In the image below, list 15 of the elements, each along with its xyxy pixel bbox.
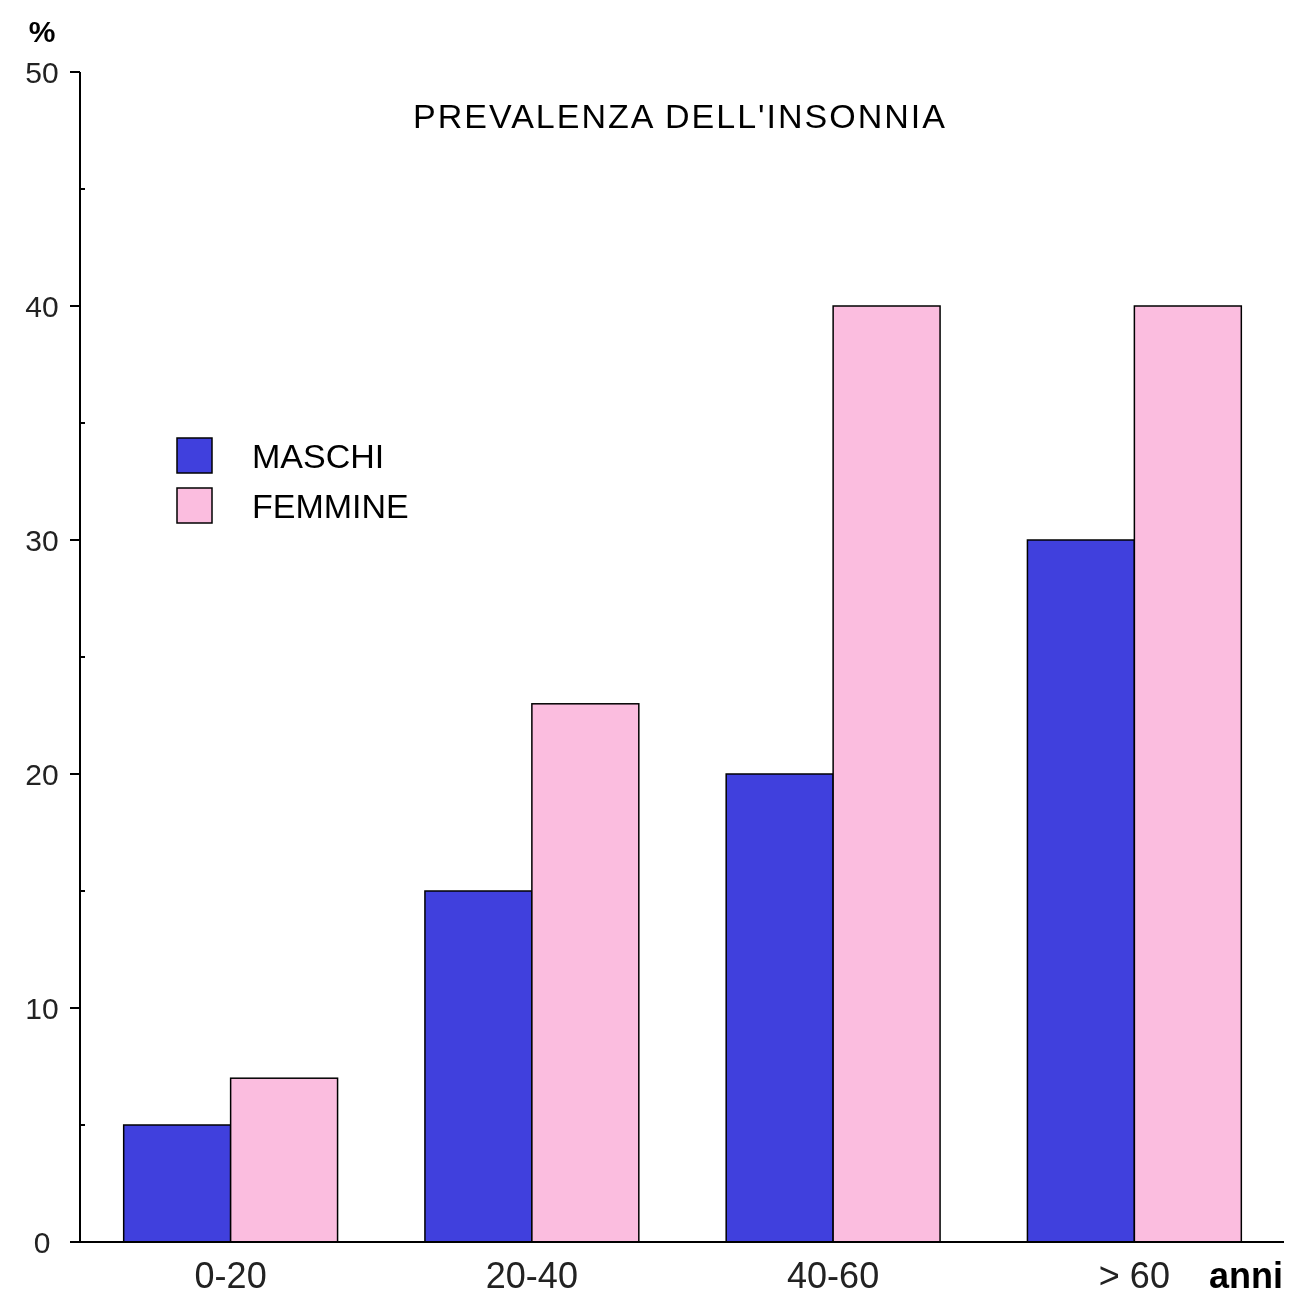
x-tick-label: 40-60 (787, 1255, 880, 1296)
x-tick-label: > 60 (1098, 1255, 1170, 1296)
y-tick-label: 20 (25, 757, 59, 791)
x-tick-label: 0-20 (194, 1255, 267, 1296)
y-axis-title: % (28, 15, 56, 48)
x-axis-title: anni (1208, 1255, 1283, 1296)
y-tick-label: 40 (25, 289, 59, 323)
text: PREVALENZA DELL'INSONNIA (413, 97, 947, 135)
y-tick-label: 30 (25, 523, 59, 557)
y-tick-label: 0 (33, 1225, 51, 1259)
y-tick-label: 10 (25, 991, 59, 1025)
legend-label: MASCHI (252, 436, 385, 475)
legend-label: FEMMINE (252, 486, 409, 525)
x-tick-label: 20-40 (485, 1255, 578, 1296)
y-tick-label: 50 (25, 55, 59, 89)
